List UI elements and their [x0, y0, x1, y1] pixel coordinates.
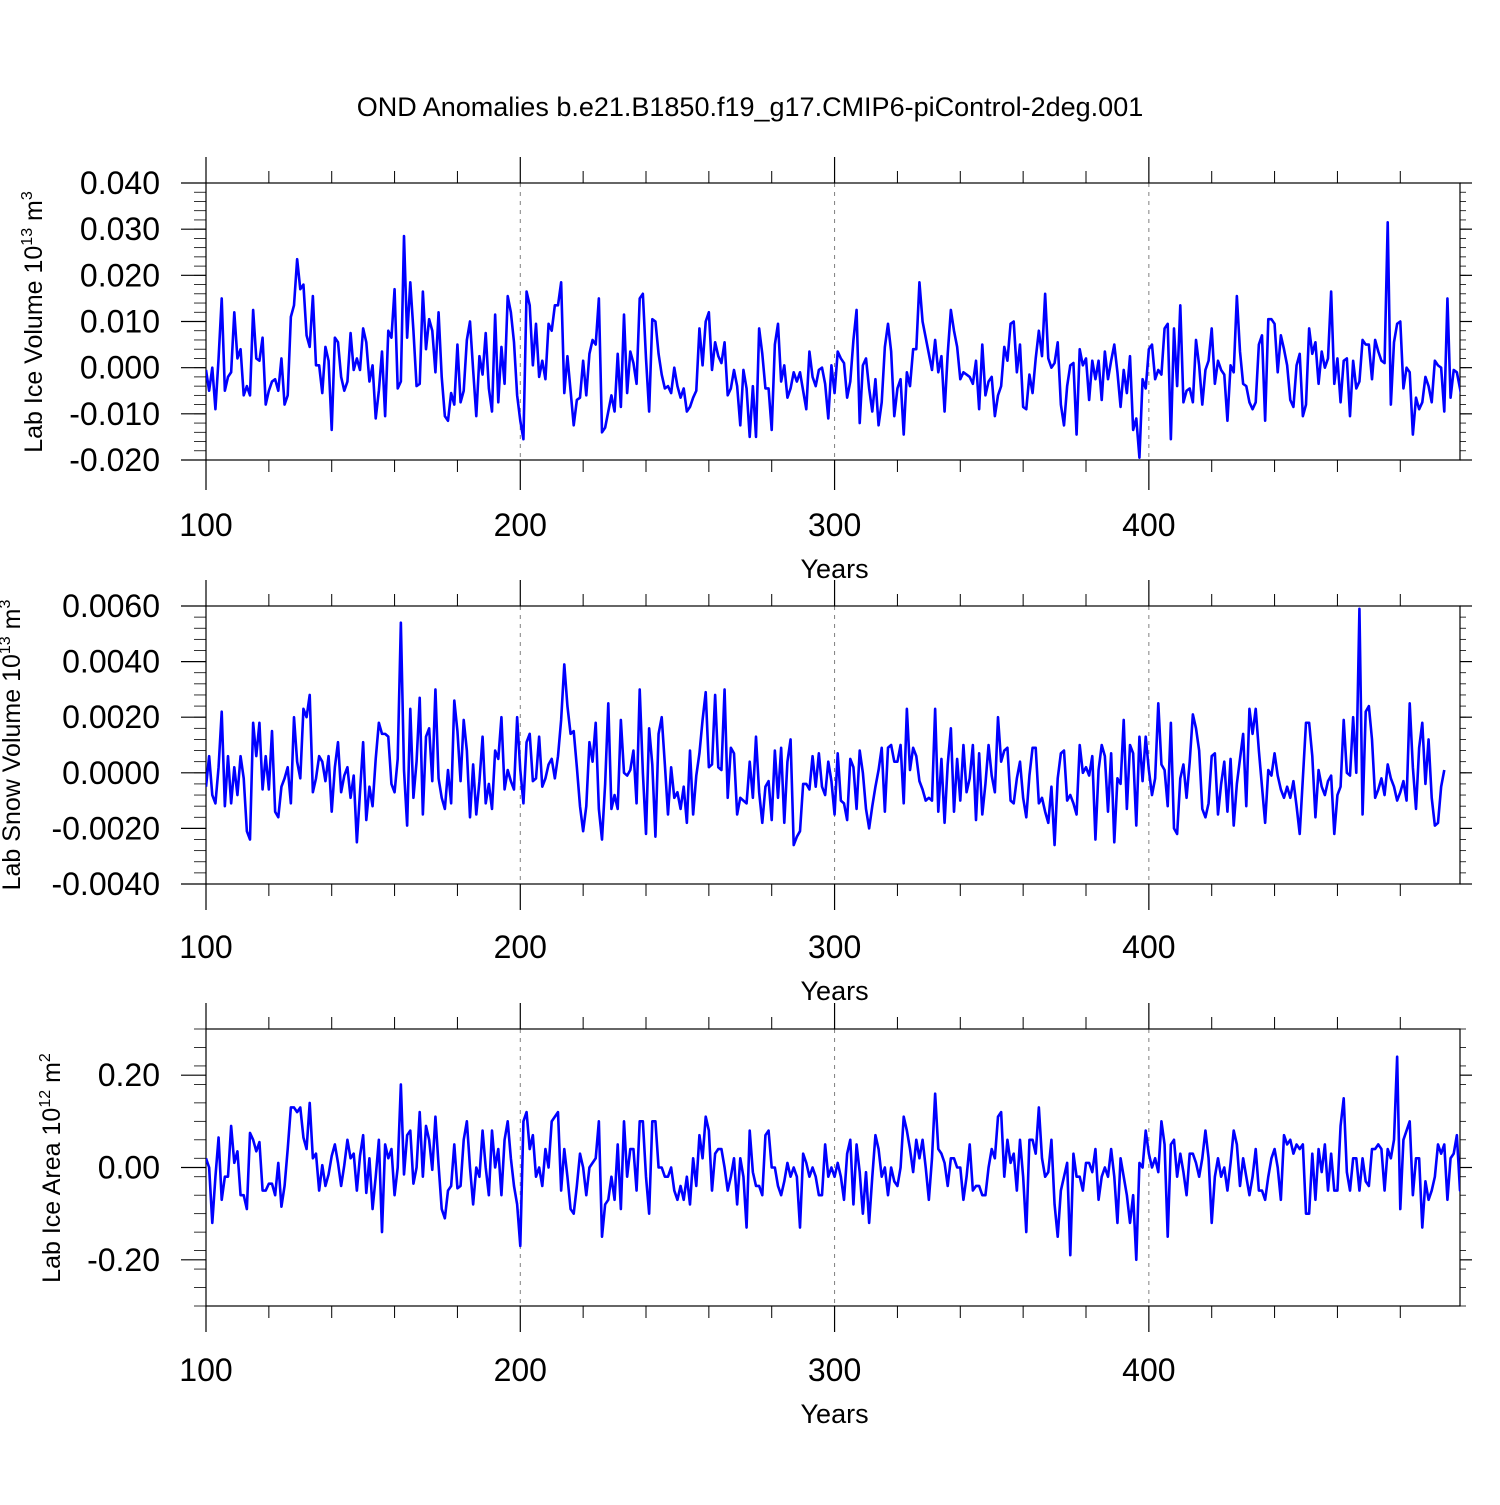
series-line-lab-ice-volume [206, 220, 1460, 459]
y-tick-label: -0.0020 [51, 810, 160, 846]
x-tick-label: 100 [179, 929, 232, 965]
y-axis-title-unit-exponent: 3 [19, 191, 36, 200]
y-tick-label: 0.020 [80, 257, 160, 293]
y-axis-title-text: Lab Snow Volume 10 [0, 654, 26, 890]
y-tick-label: 0.000 [80, 350, 160, 386]
y-tick-label: 0.0040 [62, 644, 160, 680]
x-tick-label: 300 [808, 929, 861, 965]
plot-frame [205, 1028, 1461, 1307]
y-axis-title-unit: m [38, 1062, 66, 1090]
y-axis-title-exponent: 13 [0, 636, 14, 654]
panel-lab-snow-volume: 100 200 300 400 Years -0.0040 -0.0020 0.0000 0.0… [0, 580, 1472, 1006]
y-axis-title-text: Lab Ice Area 10 [38, 1108, 66, 1283]
x-tick-label: 400 [1122, 507, 1175, 543]
y-tick-label: 0.20 [98, 1057, 160, 1093]
panel-lab-ice-volume: 100 200 300 400 Years -0.020 -0.010 0.000 0.010 0… [19, 157, 1472, 584]
x-tick-label: 400 [1122, 1352, 1175, 1388]
x-tick-label: 200 [494, 1352, 547, 1388]
x-tick-label: 300 [808, 1352, 861, 1388]
y-axis-title: Lab Ice Volume 1013 m3 [19, 191, 48, 453]
y-tick-label: 0.010 [80, 304, 160, 340]
y-axis-title-unit-exponent: 2 [37, 1053, 54, 1062]
y-tick-label: -0.020 [69, 442, 160, 478]
y-axis-title: Lab Ice Area 1012 m2 [37, 1053, 66, 1283]
panel-lab-ice-area: 100 200 300 400 Years -0.20 0.00 0.20 Lab Ice Ar… [37, 1003, 1472, 1429]
x-axis-title: Years [801, 1399, 869, 1429]
y-axis-title-exponent: 12 [37, 1090, 54, 1108]
y-tick-label: -0.010 [69, 396, 160, 432]
y-tick-label: 0.0000 [62, 755, 160, 791]
y-axis-title-text: Lab Ice Volume 10 [20, 246, 48, 453]
y-axis-title-exponent: 13 [19, 228, 36, 246]
figure-title: OND Anomalies b.e21.B1850.f19_g17.CMIP6-… [356, 92, 1144, 122]
y-tick-label: 0.040 [80, 165, 160, 201]
y-tick-label: -0.20 [87, 1242, 160, 1278]
y-tick-label: 0.00 [98, 1150, 160, 1186]
x-tick-label: 300 [808, 507, 861, 543]
x-axis-title: Years [801, 554, 869, 584]
y-tick-label: 0.0020 [62, 699, 160, 735]
x-tick-label: 200 [494, 507, 547, 543]
y-tick-label: 0.030 [80, 211, 160, 247]
x-axis-title: Years [801, 976, 869, 1006]
x-tick-label: 100 [179, 507, 232, 543]
y-axis-title: Lab Snow Volume 1013 m3 [0, 600, 26, 891]
x-tick-label: 200 [494, 929, 547, 965]
y-tick-label: 0.0060 [62, 588, 160, 624]
y-tick-label: -0.0040 [51, 866, 160, 902]
y-axis-title-unit: m [0, 609, 26, 637]
series-line-lab-snow-volume [206, 607, 1446, 847]
x-tick-label: 100 [179, 1352, 232, 1388]
series-line-lab-ice-area [206, 1055, 1460, 1262]
y-axis-title-unit: m [20, 200, 48, 228]
plot-frame [205, 605, 1461, 885]
x-tick-label: 400 [1122, 929, 1175, 965]
y-axis-title-unit-exponent: 3 [0, 600, 14, 609]
